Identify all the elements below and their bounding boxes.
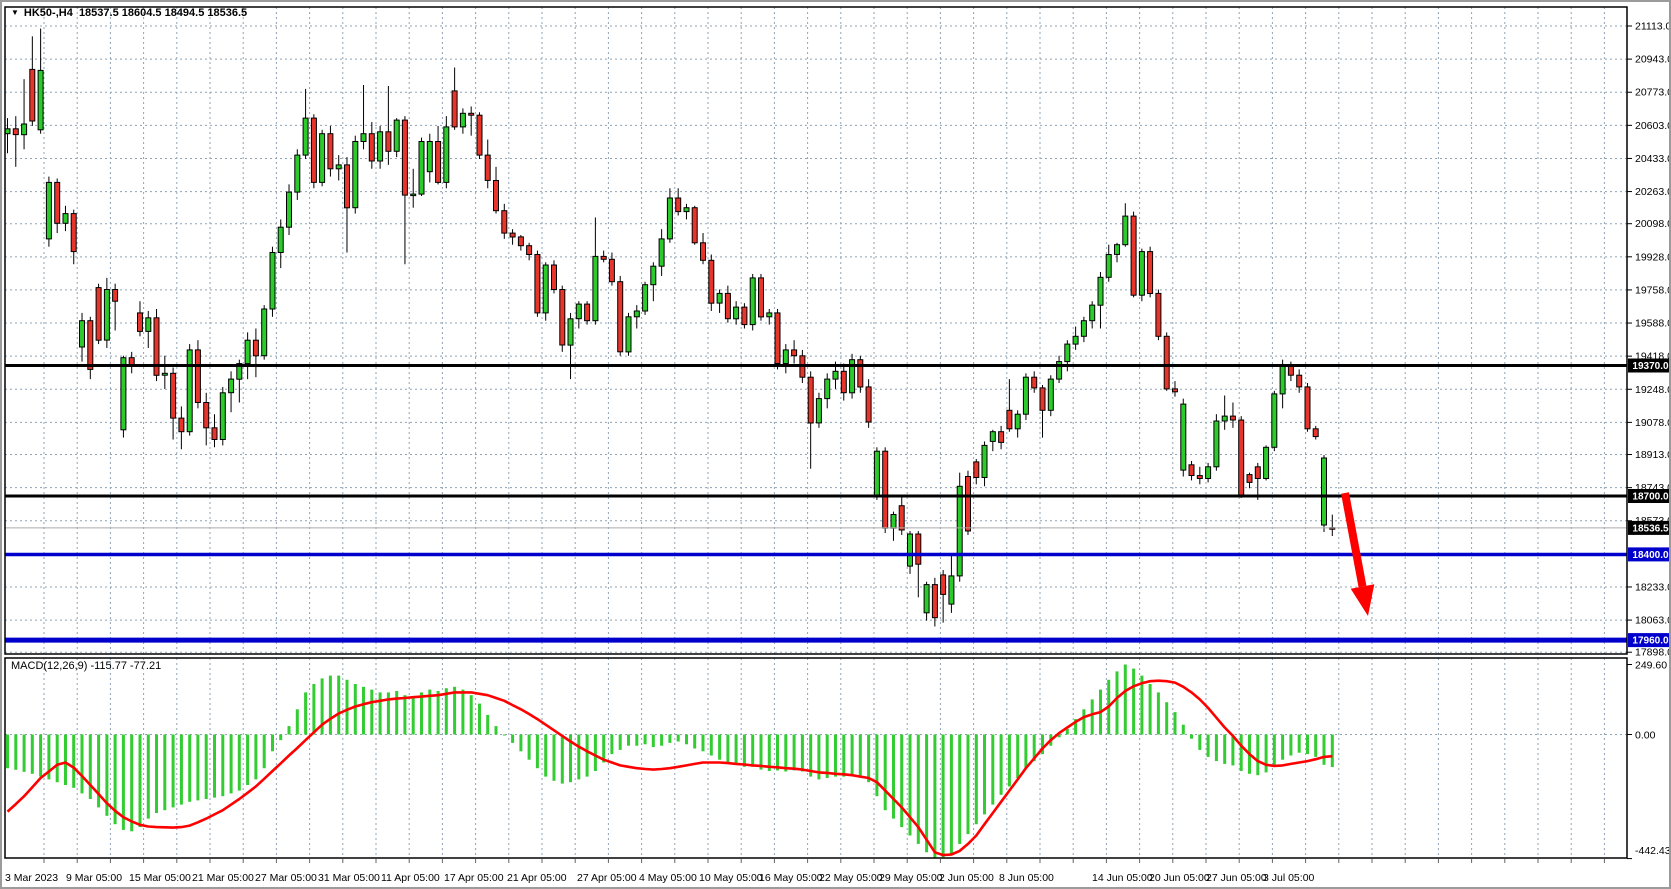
collapse-indicators-icon[interactable]: ▼ (11, 8, 19, 17)
svg-text:0.00: 0.00 (1635, 730, 1656, 742)
price-tag (1628, 633, 1669, 648)
svg-text:20943.0: 20943.0 (1635, 54, 1671, 66)
svg-text:2 Jun 05:00: 2 Jun 05:00 (939, 872, 994, 884)
svg-text:18536.5: 18536.5 (1632, 523, 1669, 534)
svg-text:19928.0: 19928.0 (1635, 251, 1671, 263)
svg-text:17960.0: 17960.0 (1632, 636, 1669, 647)
svg-text:31 Mar 05:00: 31 Mar 05:00 (318, 872, 380, 884)
svg-text:21113.0: 21113.0 (1635, 21, 1671, 33)
svg-text:-442.43: -442.43 (1635, 845, 1671, 857)
candles-layer (5, 28, 1336, 627)
price-tag (1628, 547, 1669, 562)
price-tag (1628, 520, 1669, 535)
svg-text:20433.0: 20433.0 (1635, 153, 1671, 165)
svg-text:18913.0: 18913.0 (1635, 449, 1671, 461)
price-panel-border (4, 6, 1628, 655)
svg-text:29 May 05:00: 29 May 05:00 (879, 872, 943, 884)
symbol-ohlc-label: HK50-,H4 18537.5 18604.5 18494.5 18536.5 (23, 7, 248, 19)
svg-text:20603.0: 20603.0 (1635, 120, 1671, 132)
svg-text:27 Jun 05:00: 27 Jun 05:00 (1206, 872, 1267, 884)
macd-signal-line (6, 679, 1333, 857)
macd-panel-border (4, 657, 1628, 859)
svg-text:3 Mar 2023: 3 Mar 2023 (5, 872, 58, 884)
svg-text:27 Mar 05:00: 27 Mar 05:00 (255, 872, 317, 884)
price-tag (1628, 489, 1669, 503)
svg-text:14 Jun 05:00: 14 Jun 05:00 (1092, 872, 1153, 884)
price-tag (1628, 358, 1669, 373)
svg-text:16 May 05:00: 16 May 05:00 (759, 872, 823, 884)
svg-text:19370.0: 19370.0 (1632, 361, 1669, 372)
grid-layer (5, 7, 1627, 863)
macd-axis[interactable]: 249.60 0.00 -442.43 (1627, 659, 1671, 860)
svg-text:9 Mar 05:00: 9 Mar 05:00 (66, 872, 122, 884)
macd-indicator-label: MACD(12,26,9) -115.77 -77.21 (11, 660, 162, 672)
svg-text:20263.0: 20263.0 (1635, 186, 1671, 198)
svg-text:18233.0: 18233.0 (1635, 581, 1671, 593)
time-axis[interactable]: 3 Mar 2023 9 Mar 05:00 15 Mar 05:00 21 Mar … (5, 872, 1315, 884)
svg-text:17898.0: 17898.0 (1635, 647, 1671, 659)
svg-text:19588.0: 19588.0 (1635, 318, 1671, 330)
svg-text:17 Apr 05:00: 17 Apr 05:00 (444, 872, 504, 884)
svg-text:8 Jun 05:00: 8 Jun 05:00 (999, 872, 1054, 884)
svg-text:19078.0: 19078.0 (1635, 417, 1671, 429)
horizontal-levels[interactable] (5, 364, 1627, 643)
svg-text:22 May 05:00: 22 May 05:00 (819, 872, 883, 884)
svg-text:21 Apr 05:00: 21 Apr 05:00 (507, 872, 567, 884)
svg-text:15 Mar 05:00: 15 Mar 05:00 (129, 872, 191, 884)
svg-text:3 Jul 05:00: 3 Jul 05:00 (1263, 872, 1315, 884)
price-axis[interactable]: 21113.0 20943.0 20773.0 20603.0 20433.0 20263… (1627, 21, 1671, 659)
svg-text:21 Mar 05:00: 21 Mar 05:00 (192, 872, 254, 884)
trend-arrow[interactable] (1341, 492, 1375, 616)
svg-text:20773.0: 20773.0 (1635, 87, 1671, 99)
svg-text:27 Apr 05:00: 27 Apr 05:00 (577, 872, 637, 884)
svg-text:18400.0: 18400.0 (1632, 550, 1669, 561)
svg-text:20 Jun 05:00: 20 Jun 05:00 (1149, 872, 1210, 884)
svg-text:19758.0: 19758.0 (1635, 284, 1671, 296)
svg-text:18063.0: 18063.0 (1635, 615, 1671, 627)
svg-text:11 Apr 05:00: 11 Apr 05:00 (381, 872, 440, 884)
chart-title: ▼ HK50-,H4 18537.5 18604.5 18494.5 18536… (11, 7, 247, 19)
svg-text:20098.0: 20098.0 (1635, 218, 1671, 230)
svg-text:19248.0: 19248.0 (1635, 384, 1671, 396)
svg-text:4 May 05:00: 4 May 05:00 (639, 872, 697, 884)
svg-text:18700.0: 18700.0 (1632, 492, 1669, 503)
svg-text:249.60: 249.60 (1635, 659, 1667, 671)
svg-text:10 May 05:00: 10 May 05:00 (699, 872, 763, 884)
